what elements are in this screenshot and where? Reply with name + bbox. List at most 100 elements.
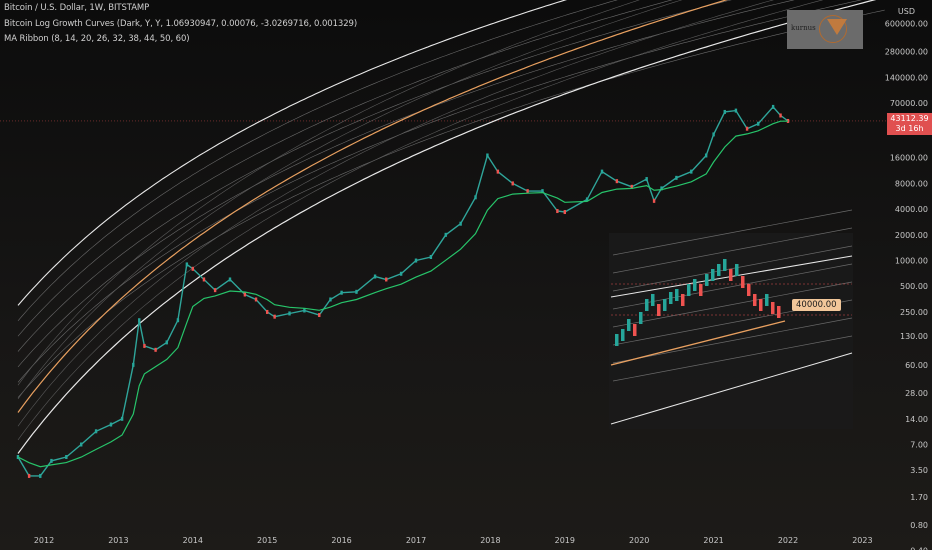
price-point (459, 221, 462, 226)
price-point (340, 290, 343, 295)
watermark-logo: kurnus (787, 10, 863, 49)
indicator-log-growth-curves[interactable]: Bitcoin Log Growth Curves (Dark, Y, Y, 1… (4, 19, 358, 29)
y-tick-label: 130.00 (900, 332, 928, 341)
price-point (690, 169, 693, 174)
inset-candle (777, 306, 781, 318)
inset-candle (645, 299, 649, 311)
inset-candle (633, 324, 637, 336)
price-point (39, 473, 42, 478)
inset-candle (693, 279, 697, 291)
price-point (474, 195, 477, 200)
inset-candle (675, 289, 679, 301)
price-point (704, 153, 708, 158)
inset-candle (657, 304, 661, 316)
x-tick-label: 2018 (480, 536, 500, 545)
price-point (176, 318, 180, 323)
inset-candle (747, 284, 751, 296)
price-point (734, 108, 738, 113)
x-tick-label: 2021 (703, 536, 723, 545)
price-point (486, 153, 489, 158)
inset-price-callout: 40000.00 (792, 299, 841, 311)
price-point (132, 362, 135, 367)
price-point (16, 454, 20, 459)
y-tick-label: 70000.00 (890, 99, 928, 108)
inset-growth-line (612, 227, 853, 274)
price-point (399, 271, 403, 276)
inset-candle (771, 302, 775, 314)
inset-candle (651, 294, 655, 306)
inset-lower-curve (610, 352, 853, 425)
y-tick-label: 28.00 (905, 389, 928, 398)
price-point (652, 198, 656, 203)
inset-candle (639, 312, 643, 324)
price-point (723, 109, 726, 114)
inset-growth-line (612, 281, 853, 328)
inset-candle (705, 274, 709, 286)
y-tick-label: 16000.00 (890, 154, 928, 163)
inset-growth-line (612, 245, 853, 292)
x-tick-label: 2013 (108, 536, 128, 545)
current-price-tag: 43112.39 3d 16h (887, 113, 932, 135)
inset-candle (717, 264, 721, 276)
inset-candle (621, 329, 625, 341)
x-tick-label: 2017 (406, 536, 426, 545)
x-tick-label: 2012 (34, 536, 54, 545)
inset-candle (759, 299, 763, 311)
price-point (563, 210, 566, 215)
price-point (355, 289, 358, 294)
price-point (556, 209, 559, 214)
price-point (615, 179, 619, 184)
currency-label: USD (897, 7, 915, 16)
inset-candle (681, 294, 685, 306)
price-point (496, 169, 500, 174)
price-point (202, 277, 206, 282)
price-point (373, 274, 377, 279)
upper-growth-curve (17, 0, 862, 383)
price-point (80, 442, 83, 447)
y-tick-label: 280000.00 (885, 48, 928, 57)
price-point (444, 232, 447, 237)
logo-triangle-icon (827, 19, 847, 35)
lower-growth-curve (17, 0, 774, 427)
inset-growth-line (612, 335, 853, 382)
x-tick-label: 2023 (852, 536, 872, 545)
price-point (329, 297, 332, 302)
price-point (630, 184, 633, 189)
y-tick-label: 0.40 (910, 547, 928, 550)
price-point (429, 255, 433, 260)
y-tick-label: 2000.00 (895, 231, 928, 240)
price-point (745, 126, 749, 131)
y-tick-label: 1000.00 (895, 257, 928, 266)
inset-candle (615, 334, 619, 346)
lower-growth-curve (17, 0, 640, 386)
upper-growth-curve (17, 9, 885, 398)
price-point (109, 422, 113, 427)
inset-candle (699, 284, 703, 296)
price-point (511, 181, 514, 186)
price-point (526, 189, 529, 194)
y-tick-label: 1.70 (910, 493, 928, 502)
price-point (154, 347, 157, 352)
inset-candle (741, 276, 745, 288)
x-tick-label: 2015 (257, 536, 277, 545)
price-point (541, 189, 544, 194)
inset-panel (609, 233, 853, 429)
inset-candle (765, 294, 769, 306)
y-tick-label: 0.80 (910, 521, 928, 530)
price-point (27, 473, 31, 478)
price-point (185, 262, 189, 267)
indicator-ma-ribbon[interactable]: MA Ribbon (8, 14, 20, 26, 32, 38, 44, 50… (4, 34, 190, 44)
price-point (786, 118, 790, 123)
inset-candle (687, 284, 691, 296)
x-tick-label: 2019 (555, 536, 575, 545)
price-point (165, 340, 168, 345)
price-point (600, 169, 604, 174)
inset-candle (723, 259, 727, 271)
inset-growth-line (612, 317, 853, 364)
ma-ribbon-line (17, 120, 789, 468)
upper-growth-curve (17, 0, 618, 321)
price-point (675, 175, 678, 180)
price-point (757, 121, 760, 126)
